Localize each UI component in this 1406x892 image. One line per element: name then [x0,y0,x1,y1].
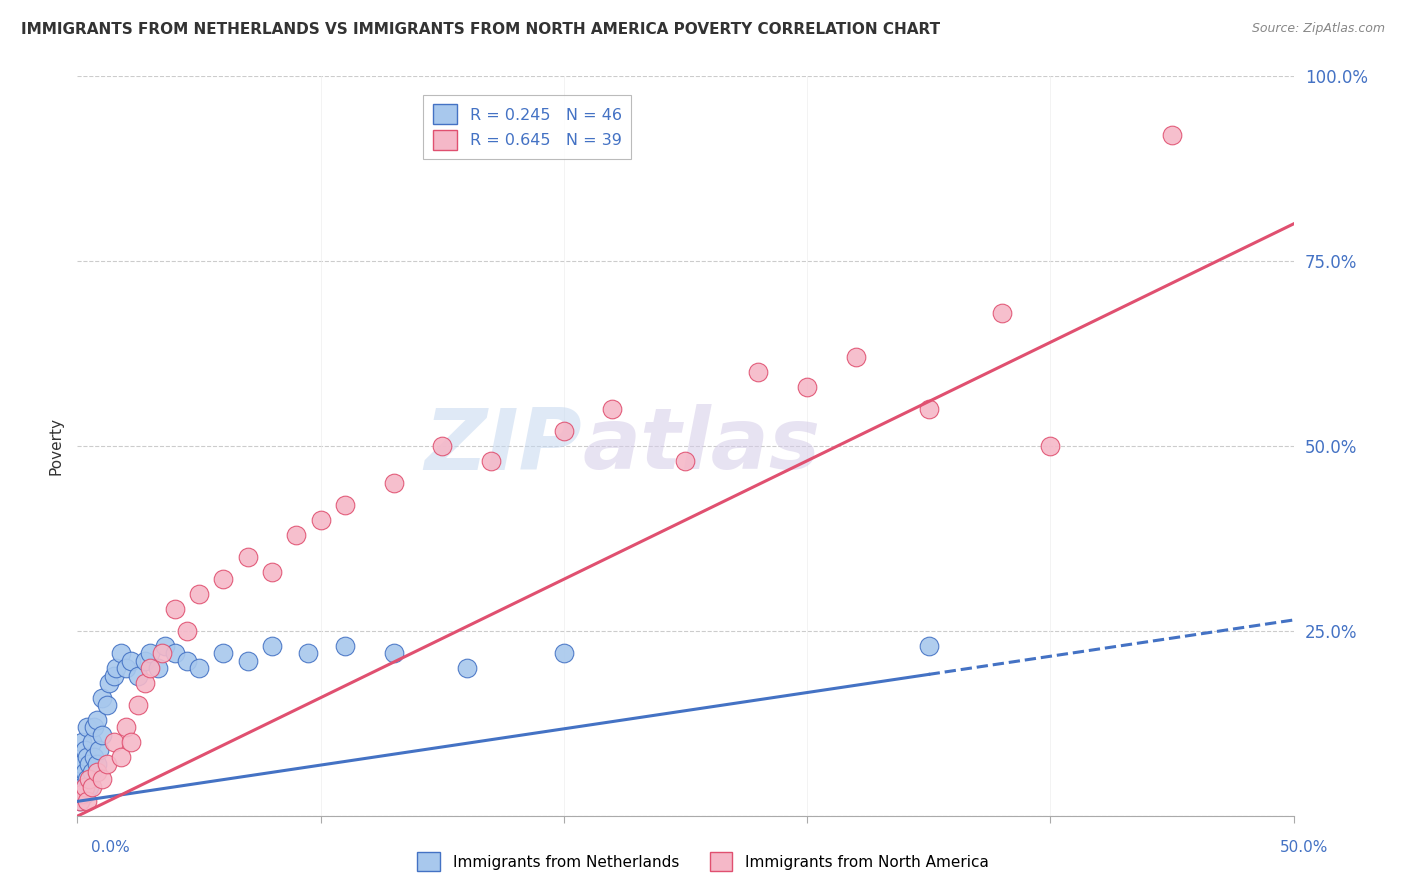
Point [152,646,174,660]
Point [115,720,138,734]
Point [918,401,941,416]
Point [80,780,103,794]
Point [212,572,235,586]
Point [236,654,259,668]
Point [127,668,149,682]
Point [120,735,142,749]
Point [69,794,91,808]
Point [602,401,624,416]
Point [86,764,108,779]
Point [139,646,162,660]
Point [188,587,211,601]
Point [456,661,478,675]
Text: 0.0%: 0.0% [91,840,131,855]
Point [73,780,96,794]
Point [134,676,156,690]
Legend: Immigrants from Netherlands, Immigrants from North America: Immigrants from Netherlands, Immigrants … [412,847,994,877]
Point [89,742,111,756]
Point [188,661,211,675]
Point [73,764,96,779]
Point [139,661,162,675]
Point [105,661,128,675]
Point [110,646,132,660]
Point [80,764,103,779]
Point [70,787,93,801]
Point [79,757,101,772]
Point [747,365,769,379]
Point [845,350,868,364]
Point [103,735,125,749]
Point [1039,439,1062,453]
Point [212,646,235,660]
Point [153,639,176,653]
Point [73,787,96,801]
Point [79,780,101,794]
Text: Source: ZipAtlas.com: Source: ZipAtlas.com [1251,22,1385,36]
Point [163,602,186,616]
Point [76,720,98,734]
Point [90,690,112,705]
Point [285,528,308,542]
Point [73,742,96,756]
Point [176,624,198,639]
Point [80,735,103,749]
Point [796,380,818,394]
Point [70,780,93,794]
Point [553,424,575,438]
Point [382,646,405,660]
Point [90,728,112,742]
Point [382,475,405,490]
Text: 50.0%: 50.0% [1281,840,1329,855]
Point [236,549,259,565]
Y-axis label: Poverty: Poverty [48,417,63,475]
Point [83,720,105,734]
Point [333,639,356,653]
Point [69,794,91,808]
Point [70,735,93,749]
Point [90,772,112,787]
Point [76,750,98,764]
Point [115,661,138,675]
Point [675,454,697,468]
Text: atlas: atlas [582,404,820,488]
Point [110,750,132,764]
Point [297,646,319,660]
Point [96,698,118,712]
Point [86,757,108,772]
Text: ZIP: ZIP [425,404,582,488]
Point [146,661,169,675]
Point [553,646,575,660]
Point [127,698,149,712]
Point [990,306,1012,320]
Point [103,668,125,682]
Point [86,713,108,727]
Point [76,794,98,808]
Point [260,565,283,579]
Point [79,772,101,787]
Point [309,513,332,527]
Point [430,439,453,453]
Point [134,654,156,668]
Point [70,757,93,772]
Point [96,757,118,772]
Point [333,498,356,512]
Point [120,654,142,668]
Point [97,676,120,690]
Point [69,772,91,787]
Point [479,454,502,468]
Point [163,646,186,660]
Point [1161,128,1184,142]
Legend: R = 0.245   N = 46, R = 0.645   N = 39: R = 0.245 N = 46, R = 0.645 N = 39 [423,95,631,160]
Point [176,654,198,668]
Text: IMMIGRANTS FROM NETHERLANDS VS IMMIGRANTS FROM NORTH AMERICA POVERTY CORRELATION: IMMIGRANTS FROM NETHERLANDS VS IMMIGRANT… [21,22,941,37]
Point [83,750,105,764]
Point [76,772,98,787]
Point [260,639,283,653]
Point [918,639,941,653]
